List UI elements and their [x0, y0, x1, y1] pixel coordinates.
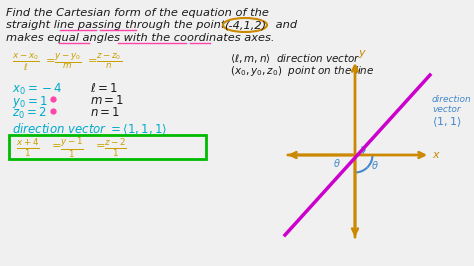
Text: $\frac{x-x_0}{\ell}$: $\frac{x-x_0}{\ell}$ — [12, 52, 39, 73]
Text: direction vector $= \langle1,1,1\rangle$: direction vector $= \langle1,1,1\rangle$ — [12, 122, 167, 137]
Text: $\theta$: $\theta$ — [333, 157, 341, 169]
Text: direction
vector: direction vector — [432, 95, 472, 114]
Text: and: and — [272, 20, 297, 30]
Text: y: y — [358, 48, 365, 58]
Text: $\frac{x+4}{1}$: $\frac{x+4}{1}$ — [16, 137, 40, 159]
Text: $\frac{z-2}{1}$: $\frac{z-2}{1}$ — [104, 137, 127, 159]
Text: $x_0=-4$: $x_0=-4$ — [12, 82, 63, 97]
Text: =: = — [46, 56, 55, 66]
Text: $n=1$: $n=1$ — [90, 106, 120, 119]
Text: $\frac{y-y_0}{m}$: $\frac{y-y_0}{m}$ — [54, 52, 82, 72]
Text: $\theta$: $\theta$ — [371, 159, 379, 171]
Text: =: = — [88, 56, 98, 66]
Text: $y_0=1$: $y_0=1$ — [12, 94, 47, 110]
Text: (-4,1,2): (-4,1,2) — [224, 20, 266, 30]
Text: $\langle\ell,m,n\rangle$  direction vector: $\langle\ell,m,n\rangle$ direction vecto… — [230, 52, 361, 65]
Text: =: = — [52, 141, 62, 151]
Text: $(x_0,y_0,z_0)$  point on the line: $(x_0,y_0,z_0)$ point on the line — [230, 64, 374, 78]
FancyBboxPatch shape — [9, 135, 206, 159]
Text: $z_0=2$: $z_0=2$ — [12, 106, 46, 121]
Text: $m=1$: $m=1$ — [90, 94, 124, 107]
Text: $\frac{y-1}{1}$: $\frac{y-1}{1}$ — [60, 137, 84, 161]
Text: makes equal angles with the coordinates axes.: makes equal angles with the coordinates … — [6, 33, 274, 43]
Text: =: = — [96, 141, 106, 151]
Text: Find the Cartesian form of the equation of the: Find the Cartesian form of the equation … — [6, 8, 269, 18]
Text: $\langle1,1\rangle$: $\langle1,1\rangle$ — [432, 115, 462, 128]
Text: $\frac{z-z_0}{n}$: $\frac{z-z_0}{n}$ — [96, 52, 122, 71]
Text: x: x — [432, 150, 438, 160]
Text: straight line passing through the point: straight line passing through the point — [6, 20, 225, 30]
Text: $\ell=1$: $\ell=1$ — [90, 82, 118, 95]
